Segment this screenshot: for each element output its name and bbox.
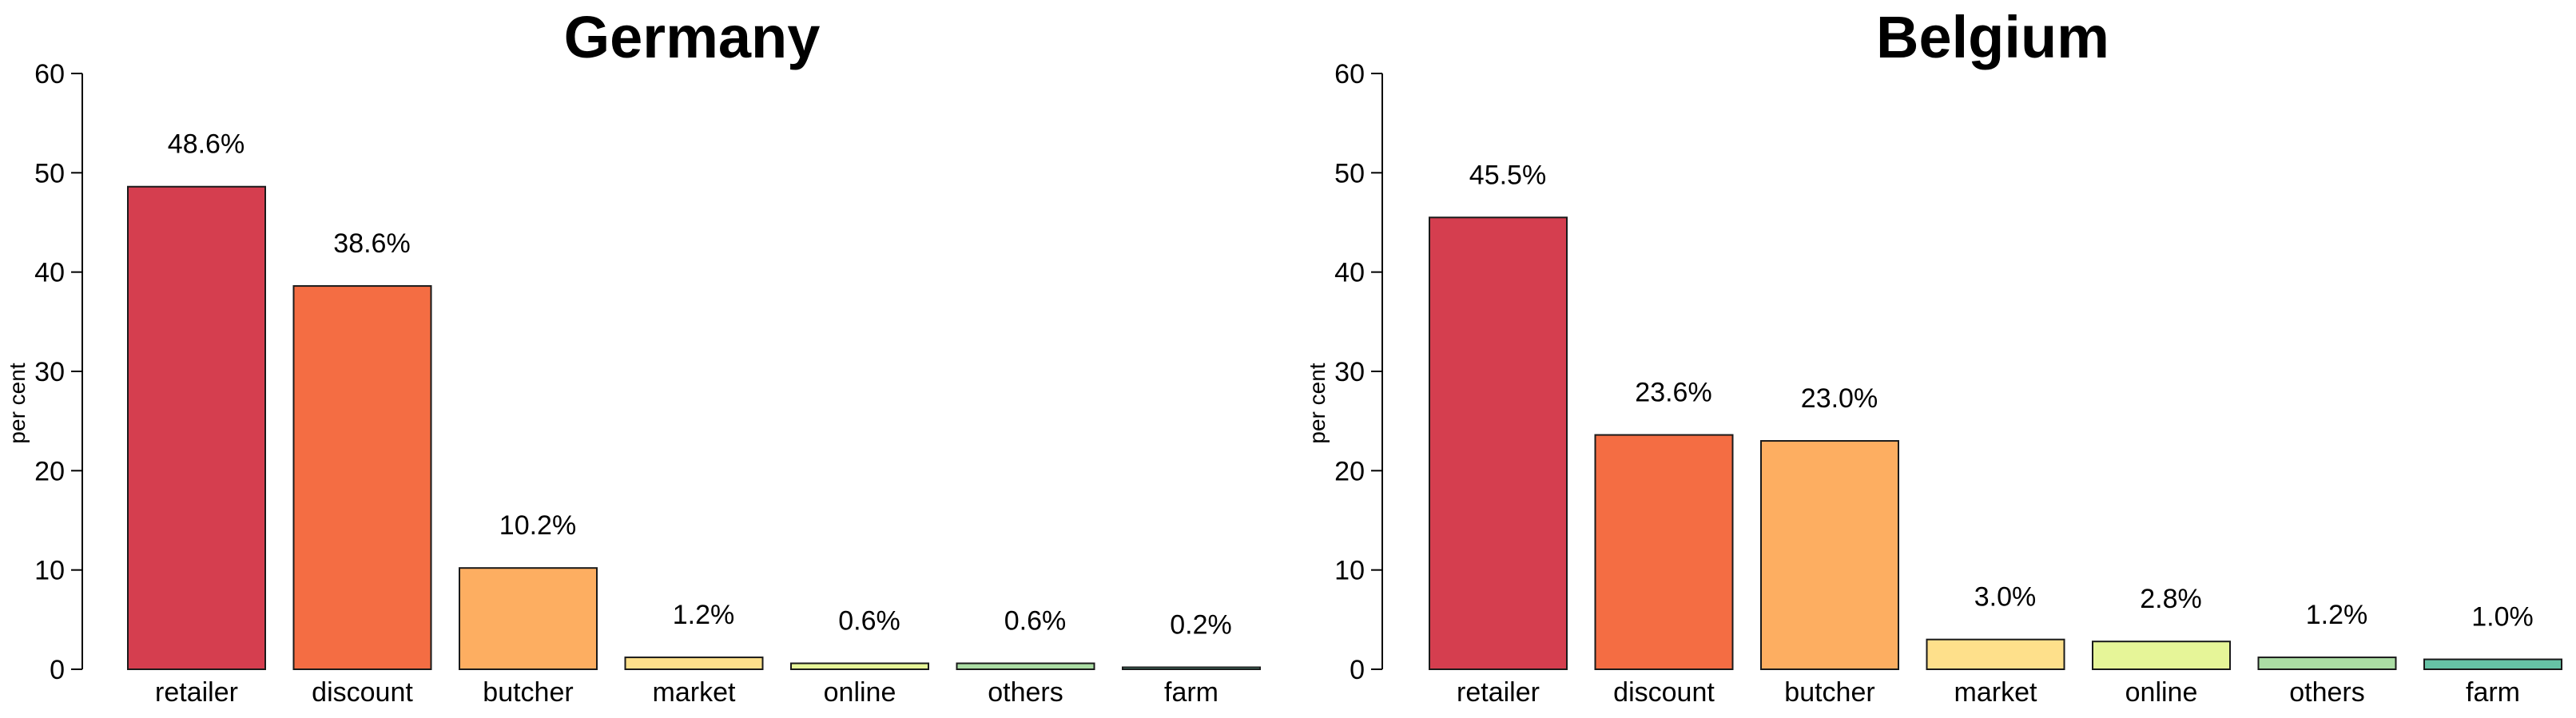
chart-1-data-label: 0.6%	[1004, 606, 1067, 637]
chart-2-y-tick-label: 60	[1334, 59, 1365, 89]
chart-2-y-tick-label: 50	[1334, 158, 1365, 188]
chart-2-data-label: 23.6%	[1635, 378, 1711, 408]
chart-2-category-label: butcher	[1784, 677, 1874, 708]
chart-1-y-tick-label: 0	[50, 655, 65, 685]
chart-1-bar-retailer	[127, 185, 266, 671]
chart-1-title: Germany	[564, 4, 821, 70]
chart-2-y-tick-label: 40	[1334, 258, 1365, 288]
chart-1-category-label: market	[653, 677, 736, 708]
chart-1-bar-market	[624, 657, 764, 671]
chart-2-category-label: online	[2125, 677, 2198, 708]
chart-1-y-tick-label: 50	[34, 158, 65, 188]
chart-2-data-label: 23.0%	[1801, 383, 1878, 414]
chart-2-bar-market	[1926, 638, 2065, 671]
chart-2-category-label: farm	[2466, 677, 2520, 708]
chart-2-category-label: others	[2289, 677, 2365, 708]
chart-1-data-label: 0.6%	[838, 606, 900, 637]
chart-1-category-label: others	[988, 677, 1063, 708]
chart-2-bar-others	[2257, 657, 2397, 671]
chart-1-y-axis-label: per cent	[5, 363, 30, 443]
chart-1-data-label: 38.6%	[333, 228, 410, 259]
chart-1-y-tick-label: 30	[34, 357, 65, 387]
chart-2-category-label: retailer	[1457, 677, 1540, 708]
chart-2-data-label: 2.8%	[2140, 584, 2202, 614]
chart-1-y-tick-label: 20	[34, 456, 65, 486]
chart-1-category-label: retailer	[155, 677, 238, 708]
chart-1-bar-discount	[292, 285, 432, 670]
chart-2-bar-discount	[1594, 434, 1734, 670]
chart-2-data-label: 1.0%	[2471, 602, 2534, 633]
chart-1-bar-others	[956, 662, 1095, 670]
chart-1-category-label: butcher	[483, 677, 573, 708]
chart-2-title: Belgium	[1876, 4, 2109, 70]
chart-1-bar-butcher	[459, 567, 598, 670]
chart-2-y-tick-label: 0	[1350, 655, 1365, 685]
chart-1-category-label: online	[824, 677, 896, 708]
chart-1-data-label: 10.2%	[499, 510, 576, 541]
chart-2-y-tick-label: 10	[1334, 556, 1365, 586]
chart-1-data-label: 48.6%	[168, 129, 244, 160]
chart-2-data-label: 3.0%	[1974, 582, 2037, 613]
chart-2-data-label: 45.5%	[1469, 160, 1546, 190]
chart-1-y-tick-label: 10	[34, 556, 65, 586]
chart-2-bar-online	[2092, 641, 2231, 670]
chart-2-y-axis-label: per cent	[1305, 363, 1330, 443]
chart-2-bar-farm	[2423, 658, 2562, 670]
chart-2-bar-retailer	[1429, 216, 1568, 670]
chart-2-bar-butcher	[1760, 440, 1899, 670]
chart-2-category-label: market	[1954, 677, 2037, 708]
chart-1-bar-farm	[1122, 666, 1261, 670]
chart-1-data-label: 1.2%	[673, 600, 735, 630]
chart-1-y-tick-label: 40	[34, 258, 65, 288]
chart-1-category-label: farm	[1164, 677, 1218, 708]
chart-1-bar-online	[790, 662, 929, 670]
chart-1-data-label: 0.2%	[1170, 610, 1232, 641]
chart-2-y-tick-label: 20	[1334, 456, 1365, 486]
chart-2-category-label: discount	[1613, 677, 1715, 708]
chart-2-data-label: 1.2%	[2306, 600, 2368, 630]
chart-2-y-tick-label: 30	[1334, 357, 1365, 387]
chart-1-category-label: discount	[312, 677, 413, 708]
chart-1-y-tick-label: 60	[34, 59, 65, 89]
